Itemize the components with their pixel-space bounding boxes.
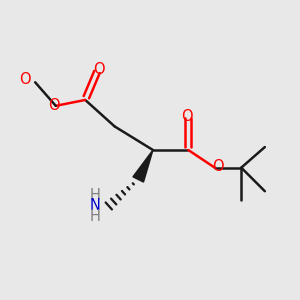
Text: N: N <box>90 198 101 213</box>
Text: O: O <box>212 159 224 174</box>
Text: O: O <box>93 62 104 77</box>
Text: H: H <box>90 188 101 203</box>
Text: O: O <box>181 109 193 124</box>
Text: H: H <box>90 209 101 224</box>
Text: O: O <box>19 72 31 87</box>
Text: O: O <box>49 98 60 113</box>
Polygon shape <box>133 150 153 182</box>
